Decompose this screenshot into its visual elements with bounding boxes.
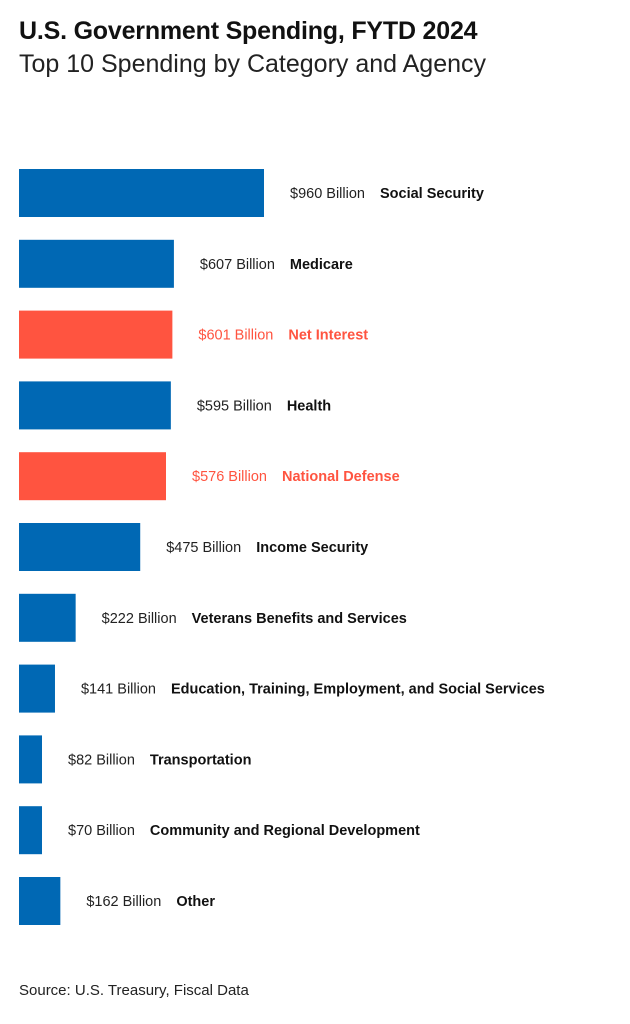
category-label: Education, Training, Employment, and Soc… <box>171 682 545 698</box>
bar-community-and-regional-development <box>19 806 42 855</box>
bar-income-security <box>19 523 141 571</box>
bar-social-security <box>19 169 264 217</box>
value-label: $475 Billion <box>166 540 241 556</box>
bar-national-defense <box>19 452 166 501</box>
bar-chart: $960 Billion Social Security $607 Billion M… <box>19 169 545 925</box>
chart-subtitle: Top 10 Spending by Category and Agency <box>19 50 487 78</box>
bar-medicare <box>19 239 174 288</box>
bar-veterans-benefits-and-services <box>19 593 76 642</box>
value-label: $82 Billion <box>68 752 135 768</box>
value-label: $601 Billion <box>198 328 273 344</box>
value-label: $162 Billion <box>86 894 161 910</box>
bar-education-training-employment-and-social-services <box>19 664 55 713</box>
chart-title: U.S. Government Spending, FYTD 2024 <box>19 17 478 45</box>
value-label: $222 Billion <box>102 611 177 627</box>
value-label: $576 Billion <box>192 469 267 485</box>
category-label: Social Security <box>380 186 484 202</box>
value-label: $595 Billion <box>197 398 272 414</box>
bar-net-interest <box>19 310 173 359</box>
source-note: Source: U.S. Treasury, Fiscal Data <box>19 982 249 999</box>
value-label: $70 Billion <box>68 823 135 839</box>
category-label: National Defense <box>282 469 400 485</box>
category-label: Community and Regional Development <box>150 823 420 839</box>
category-label: Other <box>176 894 215 910</box>
value-label: $141 Billion <box>81 682 156 698</box>
bar-health <box>19 381 171 430</box>
category-label: Income Security <box>256 540 368 556</box>
value-label: $960 Billion <box>290 186 365 202</box>
category-label: Transportation <box>150 752 252 768</box>
bar-other <box>19 877 61 925</box>
category-label: Medicare <box>290 257 353 273</box>
value-label: $607 Billion <box>200 257 275 273</box>
category-label: Veterans Benefits and Services <box>192 611 407 627</box>
category-label: Health <box>287 398 331 414</box>
category-label: Net Interest <box>288 328 368 344</box>
bar-transportation <box>19 735 42 784</box>
